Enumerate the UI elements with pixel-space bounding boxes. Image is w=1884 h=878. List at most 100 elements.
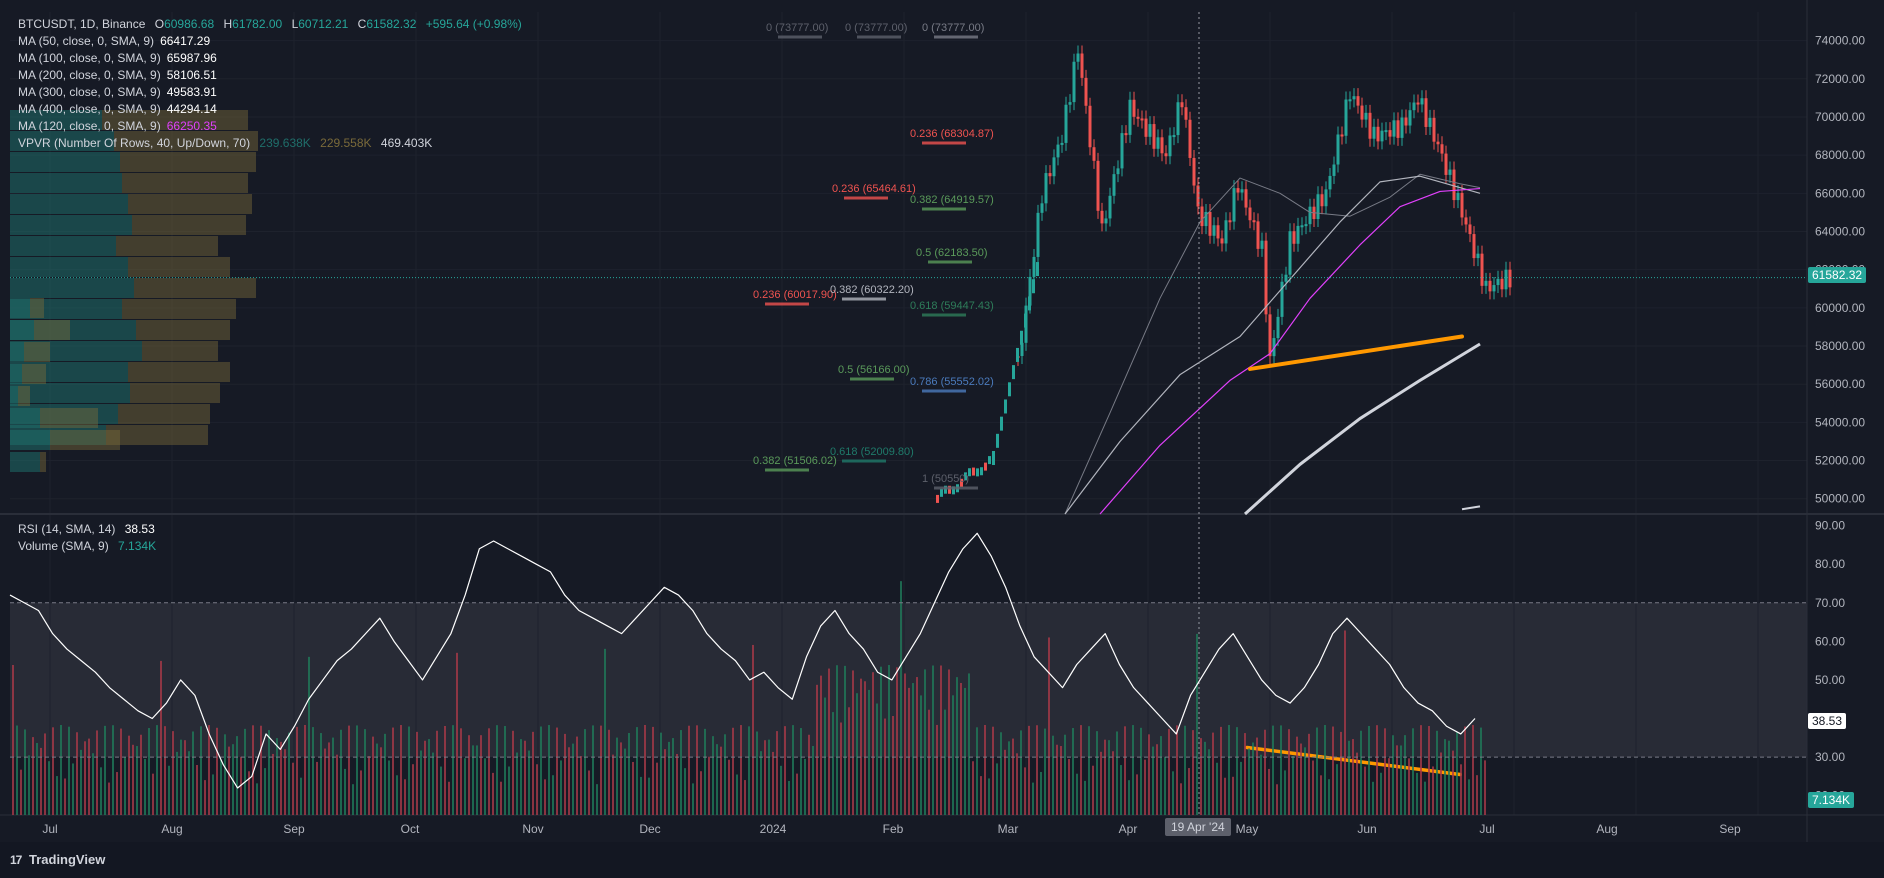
candle-body: [1408, 110, 1412, 126]
volume-bar: [1288, 729, 1290, 815]
fib-label-6: 0.5 (62183.50): [916, 247, 988, 259]
fib-label-4: 0.236 (65464.61): [832, 183, 916, 195]
volume-bar: [180, 739, 182, 815]
candle-body: [1100, 210, 1104, 224]
tradingview-logo-icon: 17: [10, 853, 22, 867]
volume-bar: [688, 725, 690, 815]
candle-body: [1464, 217, 1468, 225]
volume-bar: [608, 729, 610, 815]
ma-label: MA (120, close, 0, SMA, 9): [18, 119, 161, 133]
ma-legend-2[interactable]: MA (200, close, 0, SMA, 9) 58106.51: [18, 67, 217, 84]
candle-body: [1160, 137, 1164, 154]
candle-body: [1124, 133, 1128, 136]
candle-body: [1036, 212, 1040, 257]
volume-bar: [96, 730, 98, 815]
candle-body: [1396, 120, 1400, 138]
time-tick-8: Mar: [998, 822, 1019, 836]
volume-bar: [944, 709, 946, 815]
vpvr-up-bar: [10, 408, 40, 428]
volume-bar: [120, 728, 122, 815]
candle-body: [1084, 77, 1088, 106]
candle-body: [1392, 120, 1396, 137]
volume-bar: [368, 756, 370, 815]
vpvr-down-bar: [50, 430, 120, 450]
candle-body: [1440, 144, 1444, 154]
symbol-legend[interactable]: BTCUSDT, 1D, Binance O60986.68 H61782.00…: [18, 16, 522, 33]
volume-bar: [184, 740, 186, 815]
vpvr-label: VPVR (Number Of Rows, 40, Up/Down, 70): [18, 136, 251, 150]
volume-bar: [1228, 725, 1230, 815]
volume-bar: [1276, 784, 1278, 815]
vpvr-down-bar: [24, 342, 50, 362]
volume-bar: [428, 739, 430, 815]
candle-body: [1208, 211, 1212, 236]
candle-body: [944, 485, 947, 494]
candle-body: [1092, 147, 1096, 161]
volume-bar: [1192, 730, 1194, 815]
candle-body: [1060, 142, 1064, 145]
volume-bar: [1188, 768, 1190, 815]
rsi-tick-2: 70.00: [1815, 596, 1845, 610]
volume-bar: [1268, 768, 1270, 815]
vpvr-up-bar: [10, 364, 22, 384]
vpvr-value-1: 239.638K: [259, 136, 311, 150]
candle-body: [1024, 313, 1027, 328]
volume-bar: [824, 697, 826, 815]
vpvr-down-bar: [118, 404, 210, 424]
candle-body: [1152, 124, 1156, 149]
ma-100-line: [1064, 175, 1481, 515]
candle-body: [1120, 133, 1124, 169]
volume-bar: [1140, 727, 1142, 815]
candle-body: [1032, 279, 1035, 294]
candle-body: [1324, 189, 1328, 207]
volume-bar: [604, 648, 606, 815]
volume-bar: [1056, 744, 1058, 815]
volume-bar: [928, 709, 930, 815]
volume-bar: [1260, 754, 1262, 815]
candle-body: [1484, 280, 1488, 286]
volume-bar: [220, 759, 222, 815]
volume-bar: [68, 726, 70, 815]
ma-value: 49583.91: [166, 85, 217, 99]
candle-body: [1444, 153, 1448, 175]
ma-legend-3[interactable]: MA (300, close, 0, SMA, 9) 49583.91: [18, 84, 217, 101]
candle-body: [1404, 117, 1408, 126]
vpvr-up-bar: [10, 299, 122, 319]
candle-body: [1020, 342, 1024, 357]
ma-legend-4[interactable]: MA (400, close, 0, SMA, 9) 44294.14: [18, 101, 217, 118]
vpvr-legend[interactable]: VPVR (Number Of Rows, 40, Up/Down, 70) 2…: [18, 135, 432, 152]
volume-bar: [512, 730, 514, 815]
ma-legend-0[interactable]: MA (50, close, 0, SMA, 9) 66417.29: [18, 33, 210, 50]
candle-body: [1364, 112, 1368, 120]
ma-value: 44294.14: [166, 102, 217, 116]
fib-label-14: 1 (50550): [922, 473, 969, 485]
candle-body: [1476, 253, 1480, 259]
volume-bar: [616, 737, 618, 815]
volume-bar: [576, 736, 578, 815]
ma-label: MA (200, close, 0, SMA, 9): [18, 68, 161, 82]
volume-bar: [416, 731, 418, 815]
vpvr-up-bar: [10, 236, 116, 256]
volume-bar: [1204, 741, 1206, 815]
volume-bar: [596, 784, 598, 815]
volume-bar: [1456, 731, 1458, 815]
volume-bar: [1068, 759, 1070, 815]
volume-legend[interactable]: Volume (SMA, 9) 7.134K: [18, 538, 156, 555]
vpvr-down-bar: [122, 299, 236, 319]
candle-body: [1040, 203, 1044, 213]
ma-legend-5[interactable]: MA (120, close, 0, SMA, 9) 66250.35: [18, 118, 217, 135]
vpvr-up-bar: [10, 320, 136, 340]
volume-bar: [244, 728, 246, 815]
candle-body: [1156, 137, 1160, 149]
volume-bar: [328, 742, 330, 815]
volume-bar: [1124, 726, 1126, 815]
ma-label: MA (400, close, 0, SMA, 9): [18, 102, 161, 116]
volume-bar: [1196, 633, 1198, 815]
volume-bar: [104, 725, 106, 815]
volume-bar: [92, 753, 94, 815]
rsi-legend[interactable]: RSI (14, SMA, 14) 38.53: [18, 521, 155, 538]
tradingview-logo[interactable]: 17 TradingView: [10, 852, 105, 867]
candle-body: [1196, 185, 1200, 207]
ma-legend-1[interactable]: MA (100, close, 0, SMA, 9) 65987.96: [18, 50, 217, 67]
